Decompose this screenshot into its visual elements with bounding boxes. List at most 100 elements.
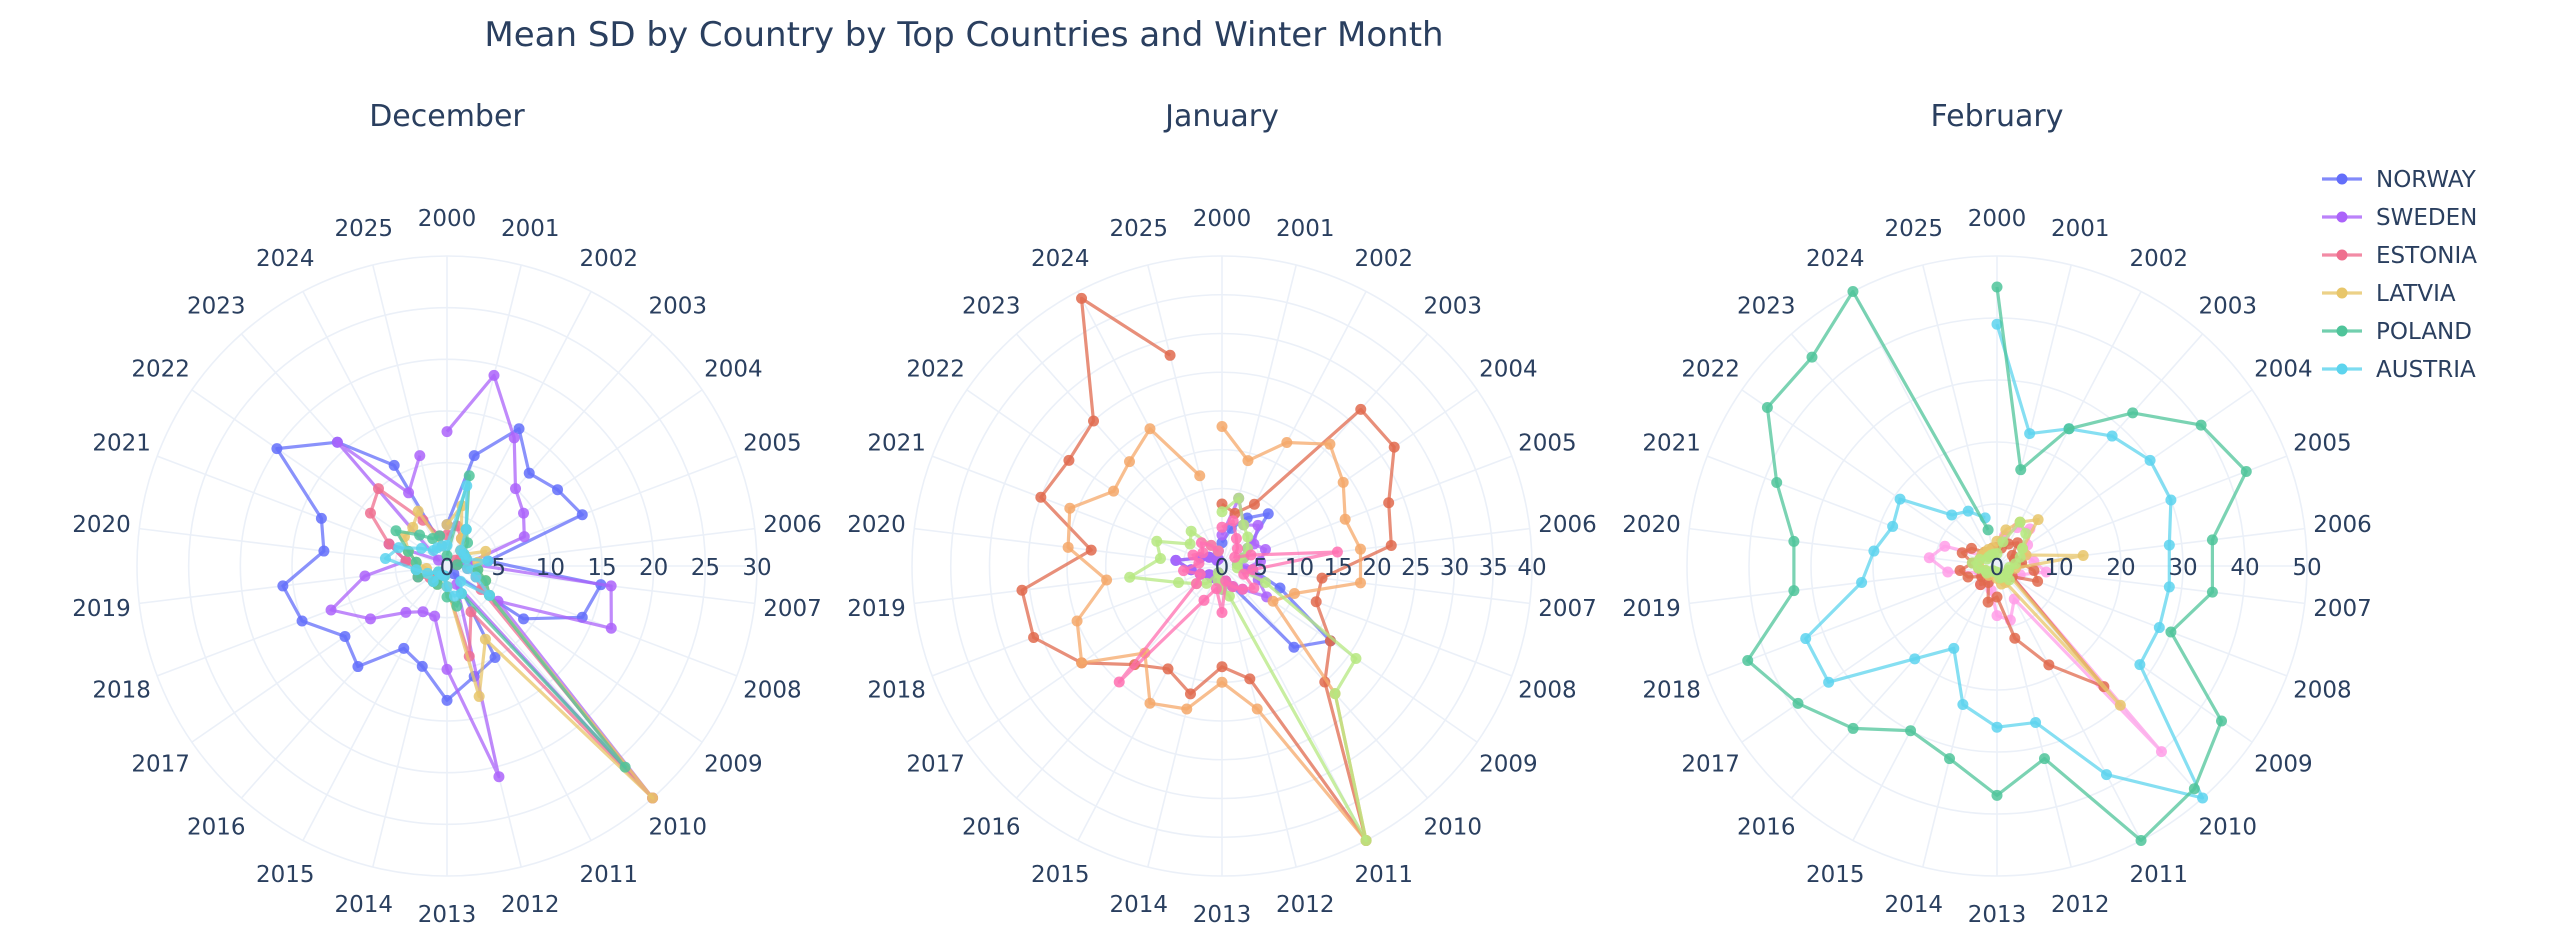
data-point [1259,544,1271,556]
radial-ticks: 0 10 20 30 40 50 [1990,555,2322,581]
radial-tick-label: 40 [1517,555,1546,581]
grid-spoke [446,389,703,567]
angular-tick-label: 2022 [906,356,965,382]
data-point [1216,661,1228,673]
data-point [1123,456,1135,468]
grid-spoke [446,565,738,677]
data-point [647,792,659,804]
angular-tick-label: 2012 [1276,892,1335,918]
polar-grid [136,255,758,877]
legend-item-sweden[interactable]: SWEDEN [2322,205,2477,231]
legend-item-estonia[interactable]: ESTONIA [2322,243,2477,269]
data-point [1198,594,1210,606]
data-point [2206,534,2218,546]
data-point [1331,546,1343,558]
data-point [1184,688,1196,700]
data-point [1962,505,1974,517]
data-point [465,606,477,618]
data-point [480,545,492,557]
data-point [1991,721,2003,733]
angular-tick-label: 2009 [704,752,763,778]
data-point [441,694,453,706]
grid-spoke [1996,527,2305,567]
data-point [510,483,522,495]
data-point [2197,792,2209,804]
chart-title: Mean SD by Country by Top Countries and … [484,15,1443,55]
data-point [1245,549,1257,561]
data-point [434,530,446,542]
angular-tick-label: 2018 [867,677,926,703]
angular-tick-label: 2000 [418,206,477,232]
data-point [1076,657,1088,669]
legend-item-norway[interactable]: NORWAY [2322,167,2477,193]
data-point [1339,513,1351,525]
data-point [448,590,460,602]
series-line [1020,296,1396,843]
legend-item-latvia[interactable]: LATVIA [2322,281,2456,307]
legend-item-poland[interactable]: POLAND [2322,319,2472,345]
data-point [1997,536,2009,548]
data-point [1310,596,1322,608]
angular-tick-label: 2018 [1642,677,1701,703]
data-point [1965,542,1977,554]
data-point [1210,583,1222,595]
data-point [393,542,405,554]
data-point [2024,428,2036,440]
angular-tick-label: 2019 [847,596,906,622]
data-point [1354,543,1366,555]
panel-title: February [1931,99,2064,134]
radial-tick-label: 5 [1253,555,1268,581]
angular-tick-label: 2014 [1884,892,1943,918]
data-point [2063,423,2075,435]
data-point [2077,550,2089,562]
data-point [1248,582,1260,594]
angular-tick-label: 2017 [906,752,965,778]
angular-tick-label: 2019 [72,596,131,622]
data-point [605,580,617,592]
data-point [1035,491,1047,503]
legend-swatch-marker [2336,287,2348,299]
data-point [1212,567,1224,579]
angular-tick-label: 2021 [867,431,926,457]
data-point [2127,407,2139,419]
angular-tick-label: 2017 [131,752,190,778]
radial-tick-label: 10 [2044,555,2073,581]
data-point [1247,564,1259,576]
angular-tick-label: 2011 [1354,862,1413,888]
angular-tick-label: 2001 [1276,216,1335,242]
data-point [1944,753,1956,765]
angular-tick-label: 2007 [763,596,822,622]
data-point [1939,540,1951,552]
legend-label: SWEDEN [2376,205,2477,231]
data-point [605,622,617,634]
data-point [1244,673,1256,685]
data-point [2155,746,2167,758]
data-point [451,559,463,571]
data-point [383,538,395,550]
angular-tick-label: 2013 [1968,902,2027,928]
legend[interactable]: NORWAY SWEDEN ESTONIA LATVIA POLAND AUSTRIA [2322,167,2477,383]
angular-tick-label: 2001 [501,216,560,242]
data-point [1197,547,1209,559]
angular-tick-label: 2002 [2129,246,2188,272]
angular-tick-label: 2005 [1518,431,1577,457]
data-point [1190,578,1202,590]
data-point [1216,607,1228,618]
data-point [414,529,426,541]
data-point [422,567,434,579]
grid-spoke [1852,565,1998,841]
radial-tick-label: 15 [1324,555,1353,581]
legend-item-austria[interactable]: AUSTRIA [2322,357,2476,383]
data-point [1216,506,1228,518]
data-point [1178,565,1190,577]
radial-tick-label: 0 [1990,555,2005,581]
radial-tick-label: 25 [691,555,720,581]
grid-spoke [931,455,1223,567]
data-point [552,484,564,496]
angular-tick-label: 2001 [2051,216,2110,242]
angular-tick-label: 2024 [1031,246,1090,272]
data-point [1238,519,1250,531]
data-point [473,690,485,702]
